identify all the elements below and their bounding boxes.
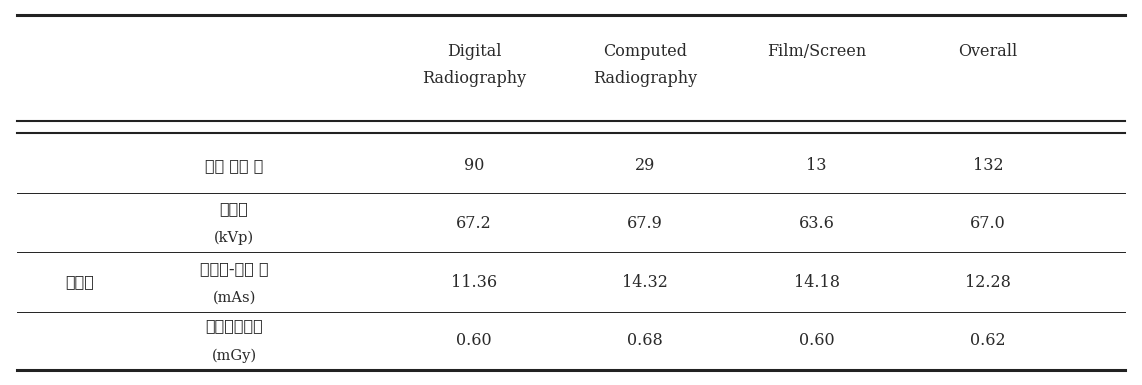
Text: 14.18: 14.18: [794, 275, 839, 291]
Text: 90: 90: [464, 157, 484, 174]
Text: (kVp): (kVp): [214, 231, 255, 245]
Text: Overall: Overall: [958, 44, 1018, 60]
Text: 13: 13: [806, 157, 827, 174]
Text: (mAs): (mAs): [212, 291, 256, 305]
Text: Computed: Computed: [603, 44, 687, 60]
Text: 11.36: 11.36: [451, 275, 497, 291]
Text: 63.6: 63.6: [798, 215, 835, 232]
Text: Radiography: Radiography: [421, 70, 526, 87]
Text: 132: 132: [973, 157, 1003, 174]
Text: (mGy): (mGy): [211, 348, 257, 363]
Text: 0.60: 0.60: [798, 332, 835, 349]
Text: Radiography: Radiography: [593, 70, 698, 87]
Text: 67.0: 67.0: [970, 215, 1006, 232]
Text: 67.9: 67.9: [627, 215, 664, 232]
Text: 67.2: 67.2: [456, 215, 492, 232]
Text: 29: 29: [635, 157, 656, 174]
Text: 14.32: 14.32: [622, 275, 668, 291]
Text: 0.68: 0.68: [627, 332, 664, 349]
Text: Film/Screen: Film/Screen: [767, 44, 866, 60]
Text: Digital: Digital: [447, 44, 501, 60]
Text: 평균값: 평균값: [65, 275, 95, 290]
Text: 0.60: 0.60: [456, 332, 492, 349]
Text: 관전류-시간 곱: 관전류-시간 곱: [200, 261, 268, 276]
Text: 입사표면선량: 입사표면선량: [206, 319, 263, 333]
Text: 대상 장치 수: 대상 장치 수: [204, 158, 264, 173]
Text: 관전압: 관전압: [219, 201, 249, 216]
Text: 0.62: 0.62: [970, 332, 1006, 349]
Text: 12.28: 12.28: [965, 275, 1011, 291]
